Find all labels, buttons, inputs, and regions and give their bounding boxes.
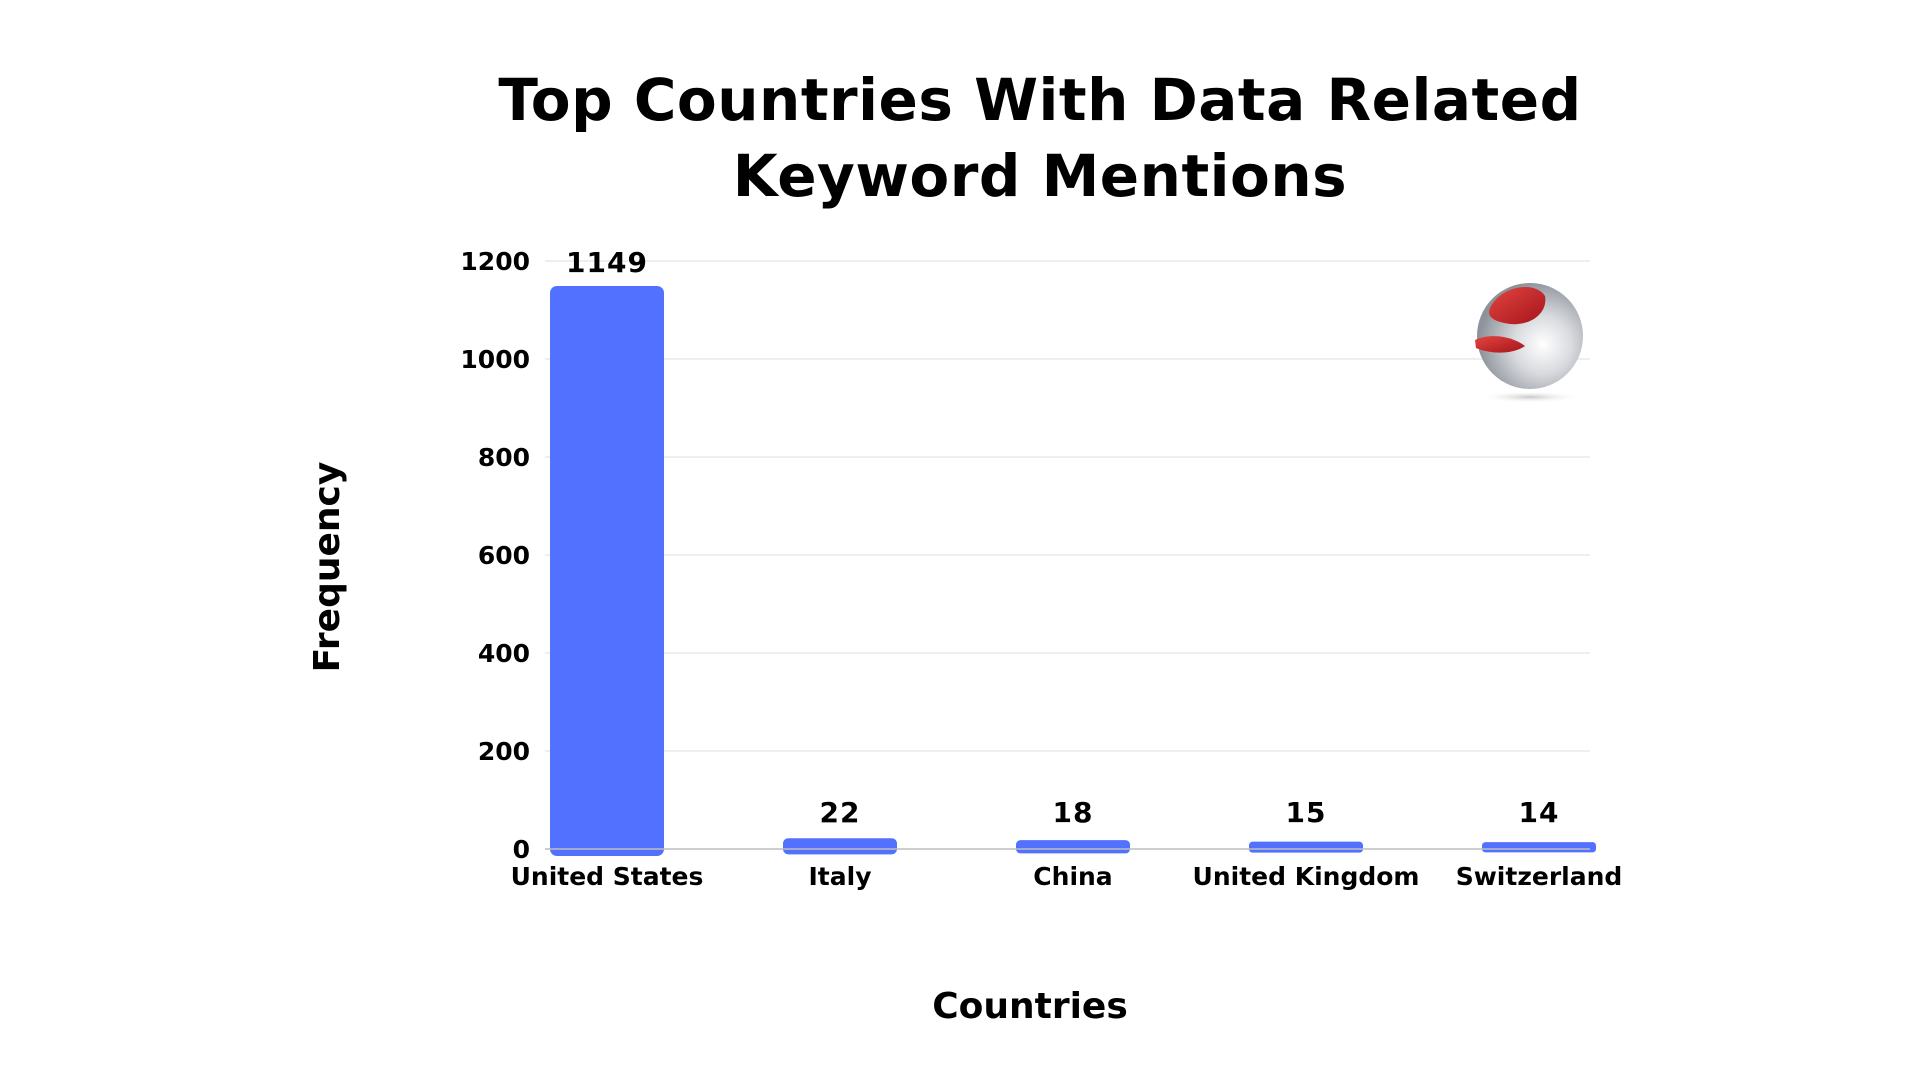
x-category-label: United States xyxy=(511,862,704,891)
x-category-label: China xyxy=(1033,862,1112,891)
bars xyxy=(550,285,1596,856)
bar xyxy=(783,838,897,855)
data-labels: 1149 22 18 15 14 xyxy=(566,246,1560,829)
bar-data-label: 22 xyxy=(820,796,861,829)
y-axis-title: Frequency xyxy=(307,462,348,673)
y-tick-label: 1000 xyxy=(460,345,530,374)
y-tick-label: 600 xyxy=(478,541,530,570)
bar-data-label: 18 xyxy=(1053,796,1094,829)
bar-data-label: 15 xyxy=(1286,796,1327,829)
bar-data-label: 14 xyxy=(1519,796,1560,829)
x-category-label: United Kingdom xyxy=(1193,862,1420,891)
bar-data-label: 1149 xyxy=(566,246,648,279)
y-axis-ticks: 0 200 400 600 800 1000 1200 xyxy=(460,247,530,864)
red-swoosh-sphere-logo xyxy=(1475,283,1583,403)
x-category-label: Italy xyxy=(809,862,872,891)
grid-lines xyxy=(545,260,1590,752)
chart-title-line-1: Top Countries With Data Related xyxy=(498,66,1582,134)
bar xyxy=(1482,842,1596,853)
y-tick-label: 800 xyxy=(478,443,530,472)
x-category-label: Switzerland xyxy=(1456,862,1623,891)
bar xyxy=(1016,840,1130,854)
chart-title: Top Countries With Data Related Keyword … xyxy=(420,62,1660,214)
chart-title-line-2: Keyword Mentions xyxy=(732,142,1348,210)
bar xyxy=(1249,841,1363,853)
x-axis-title: Countries xyxy=(932,986,1128,1027)
y-tick-label: 1200 xyxy=(460,247,530,276)
bar xyxy=(550,285,664,856)
x-axis-categories: United States Italy China United Kingdom Swi… xyxy=(511,862,1623,891)
y-tick-label: 0 xyxy=(513,835,530,864)
y-tick-label: 400 xyxy=(478,639,530,668)
y-tick-label: 200 xyxy=(478,737,530,766)
